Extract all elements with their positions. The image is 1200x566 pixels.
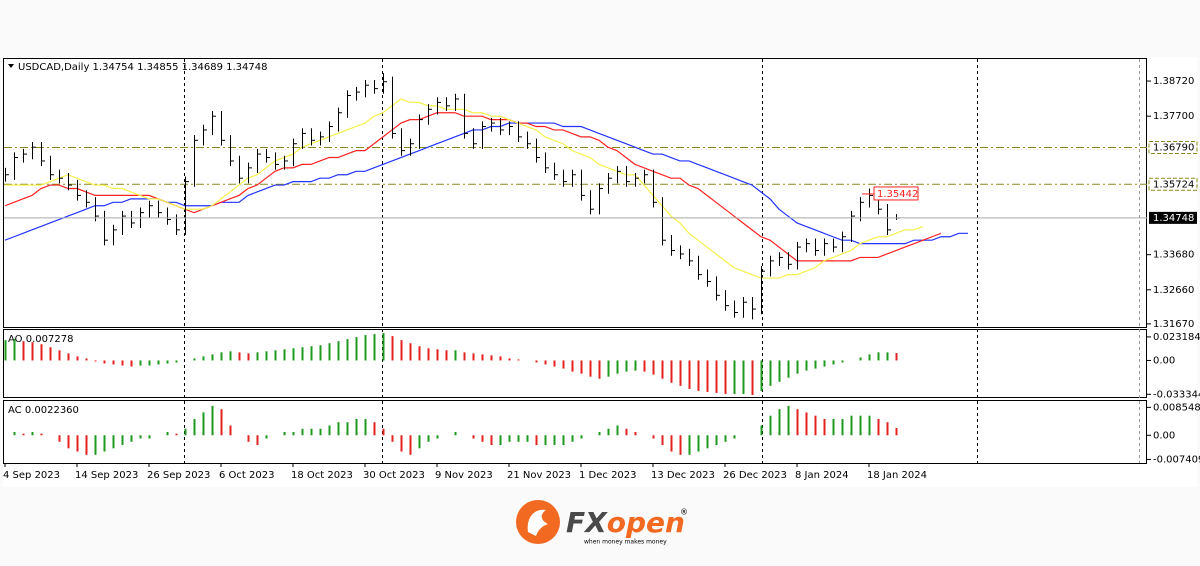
ao-title: AO 0.007278 xyxy=(8,334,73,345)
x-tick-label: 8 Jan 2024 xyxy=(795,470,849,481)
y-tick-label: 0.023184 xyxy=(1153,332,1200,343)
x-tick-label: 14 Sep 2023 xyxy=(75,470,138,481)
x-tick-label: 13 Dec 2023 xyxy=(651,470,715,481)
logo-mark: ® xyxy=(680,508,688,517)
logo-dragon xyxy=(527,509,548,536)
y-tick-label: 0.0085489 xyxy=(1153,402,1200,413)
chart-area xyxy=(3,57,1197,487)
y-tick-label: 0.00 xyxy=(1153,355,1175,366)
logo: FXopen ® when money makes money xyxy=(516,500,688,546)
logo-brand: FX xyxy=(566,506,608,539)
price-box xyxy=(1149,211,1197,224)
y-tick-label: 1.32660 xyxy=(1153,285,1194,296)
y-tick-label: 1.31670 xyxy=(1153,319,1194,330)
logo-brand: open xyxy=(607,506,685,539)
logo-tagline: when money makes money xyxy=(584,539,667,546)
level-box xyxy=(1148,177,1198,191)
x-tick-label: 9 Nov 2023 xyxy=(435,470,493,481)
x-tick-label: 18 Oct 2023 xyxy=(291,470,353,481)
level-box xyxy=(1148,141,1198,155)
y-tick-label: 1.38720 xyxy=(1153,76,1194,87)
x-tick-label: 1 Dec 2023 xyxy=(579,470,637,481)
period-separators xyxy=(184,59,1140,463)
x-tick-label: 26 Dec 2023 xyxy=(723,470,787,481)
y-tick-label: 0.00 xyxy=(1153,430,1175,441)
x-tick-label: 26 Sep 2023 xyxy=(147,470,210,481)
y-tick-label: -0.033344 xyxy=(1153,389,1200,400)
x-tick-label: 6 Oct 2023 xyxy=(219,470,274,481)
menu-triangle xyxy=(8,64,14,68)
marker-label: 1.35442 xyxy=(877,189,918,200)
ac-panel xyxy=(3,400,1147,464)
y-tick-label: 1.37700 xyxy=(1153,111,1194,122)
x-tick-label: 18 Jan 2024 xyxy=(867,470,927,481)
x-tick-label: 21 Nov 2023 xyxy=(507,470,571,481)
y-tick-label: 1.33680 xyxy=(1153,250,1194,261)
panel-frames xyxy=(3,58,1147,464)
price-panel xyxy=(3,58,1147,328)
price-label: 1.34748 xyxy=(1153,213,1194,224)
level-label: 1.35724 xyxy=(1153,179,1194,190)
chart-title: USDCAD,Daily 1.34754 1.34855 1.34689 1.3… xyxy=(18,62,268,73)
x-tick-label: 4 Sep 2023 xyxy=(3,470,60,481)
y-tick-label: -0.007409 xyxy=(1153,454,1200,465)
ao-panel xyxy=(3,329,1147,398)
x-tick-label: 30 Oct 2023 xyxy=(363,470,425,481)
level-label: 1.36790 xyxy=(1153,143,1194,154)
ac-title: AC 0.0022360 xyxy=(8,405,79,416)
marker-box xyxy=(873,186,919,201)
logo-text: FXopen xyxy=(566,506,685,539)
